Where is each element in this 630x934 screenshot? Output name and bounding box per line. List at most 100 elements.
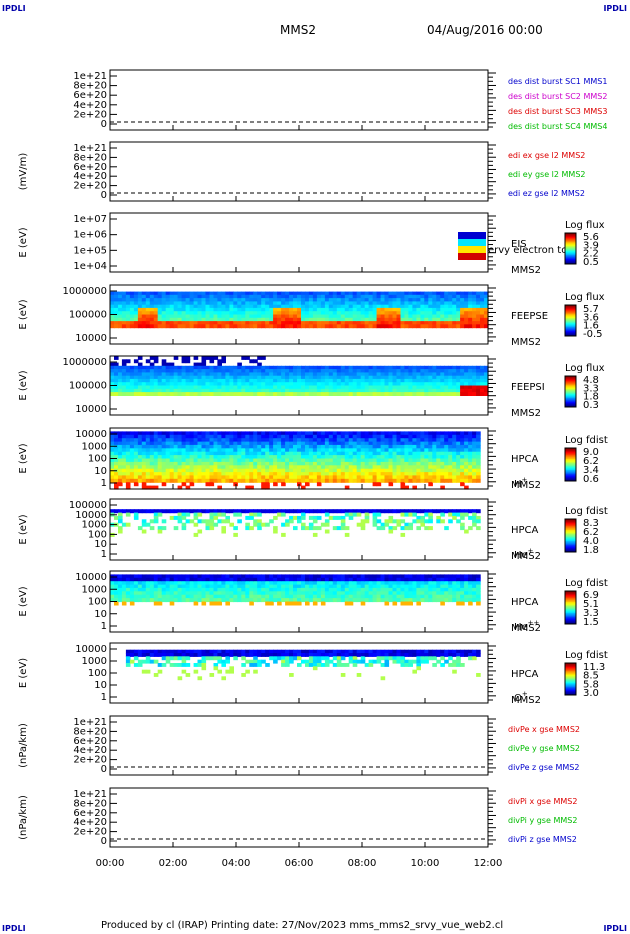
heatmap-cell-p6 [305, 478, 310, 483]
heatmap-cell-p6 [420, 465, 425, 470]
heatmap-cell-p6 [424, 465, 429, 470]
heatmap-cell-p6 [110, 448, 115, 453]
heatmap-cell-p5 [376, 392, 382, 396]
heatmap-cell-p4 [293, 314, 298, 319]
heatmap-cell-p4 [372, 324, 378, 329]
heatmap-cell-p5 [476, 375, 481, 380]
heatmap-cell-p5 [448, 388, 453, 393]
heatmap-cell-p8 [145, 598, 151, 603]
heatmap-cell-p7 [344, 532, 350, 537]
heatmap-cell-p4 [289, 294, 294, 299]
heatmap-cell-p8 [468, 594, 473, 599]
heatmap-cell-p6 [193, 458, 199, 463]
heatmap-cell-p6 [392, 475, 398, 480]
heatmap-cell-p6 [245, 448, 250, 453]
y-tick-label-p3: 1e+05 [73, 245, 107, 256]
heatmap-cell-p5 [308, 372, 314, 377]
heatmap-cell-p4 [484, 314, 489, 319]
heatmap-cell-p5 [137, 365, 143, 370]
heatmap-cell-p8 [269, 581, 274, 586]
heatmap-cell-p7 [129, 509, 135, 514]
heatmap-cell-p8 [460, 591, 465, 596]
heatmap-cell-p6 [185, 441, 191, 446]
heatmap-cell-p6 [348, 458, 354, 463]
heatmap-cell-p5 [388, 378, 394, 383]
heatmap-cell-p8 [404, 598, 409, 603]
heatmap-cell-p4 [320, 307, 326, 312]
heatmap-cell-p6 [277, 441, 282, 446]
heatmap-cell-p8 [400, 591, 406, 596]
heatmap-cell-p8 [137, 574, 143, 579]
heatmap-cell-p5 [468, 372, 473, 377]
heatmap-cell-p8 [241, 591, 246, 596]
heatmap-cell-p7 [324, 522, 330, 527]
heatmap-cell-p8 [436, 594, 441, 599]
heatmap-cell-p6 [245, 451, 250, 456]
heatmap-cell-p6 [269, 441, 274, 446]
heatmap-cell-p4 [173, 291, 179, 296]
heatmap-cell-p8 [245, 587, 250, 592]
heatmap-cell-p6 [281, 472, 286, 477]
heatmap-cell-p6 [137, 455, 143, 460]
heatmap-cell-p6 [408, 441, 413, 446]
heatmap-cell-p8 [114, 574, 119, 579]
heatmap-cell-p6 [118, 458, 123, 463]
heatmap-cell-p8 [460, 587, 465, 592]
heatmap-cell-p4 [332, 311, 338, 316]
heatmap-cell-p6 [416, 475, 421, 480]
heatmap-cell-p8 [197, 584, 203, 589]
heatmap-cell-p8 [225, 601, 230, 606]
heatmap-cell-p6 [261, 441, 266, 446]
colorbar-segment-p8 [565, 621, 576, 624]
heatmap-cell-p7 [153, 515, 159, 520]
heatmap-cell-p4 [241, 304, 246, 309]
heatmap-cell-p4 [133, 321, 139, 325]
heatmap-cell-p4 [293, 311, 298, 316]
heatmap-cell-p5 [245, 382, 250, 387]
heatmap-cell-p5 [229, 369, 234, 373]
heatmap-cell-p8 [456, 584, 461, 589]
heatmap-cell-p6 [110, 458, 115, 463]
heatmap-cell-p8 [141, 587, 147, 592]
heatmap-cell-p7 [372, 512, 378, 517]
heatmap-cell-p6 [400, 475, 406, 480]
heatmap-cell-p4 [114, 294, 119, 299]
heatmap-cell-p6 [400, 455, 406, 460]
heatmap-cell-p6 [293, 431, 298, 436]
heatmap-cell-p4 [133, 307, 139, 312]
heatmap-cell-p7 [356, 512, 362, 517]
heatmap-cell-p4 [320, 321, 326, 325]
colorbar-segment-p5 [565, 403, 576, 405]
heatmap-cell-p6 [428, 458, 433, 463]
heatmap-cell-p4 [121, 317, 127, 322]
heatmap-cell-p8 [157, 581, 163, 586]
colorbar-tick-p5: 1.8 [583, 392, 599, 403]
heatmap-cell-p5 [340, 392, 346, 396]
heatmap-cell-p5 [225, 388, 230, 393]
heatmap-cell-p5 [368, 369, 374, 373]
heatmap-cell-p8 [233, 598, 238, 603]
heatmap-cell-p6 [340, 461, 346, 466]
heatmap-cell-p6 [301, 485, 306, 490]
heatmap-cell-p7 [229, 509, 234, 514]
heatmap-cell-p6 [340, 451, 346, 456]
heatmap-cell-p8 [388, 577, 394, 582]
heatmap-cell-p4 [400, 294, 406, 299]
heatmap-cell-p6 [400, 482, 406, 487]
heatmap-cell-p5 [484, 392, 489, 396]
heatmap-cell-p6 [209, 458, 215, 463]
heatmap-cell-p8 [328, 594, 334, 599]
heatmap-cell-p8 [277, 587, 282, 592]
colorbar-segment-p8 [565, 606, 576, 608]
colorbar-segment-p4 [565, 312, 576, 315]
colorbar-segment-p7 [565, 549, 576, 552]
heatmap-cell-p6 [301, 448, 306, 453]
heatmap-cell-p8 [201, 577, 207, 582]
heatmap-cell-p6 [376, 434, 382, 439]
heatmap-cell-p7 [249, 515, 254, 520]
heatmap-cell-p8 [205, 581, 211, 586]
heatmap-cell-p5 [289, 372, 294, 377]
heatmap-cell-p4 [348, 294, 354, 299]
heatmap-cell-p8 [308, 584, 314, 589]
heatmap-cell-p6 [348, 434, 354, 439]
